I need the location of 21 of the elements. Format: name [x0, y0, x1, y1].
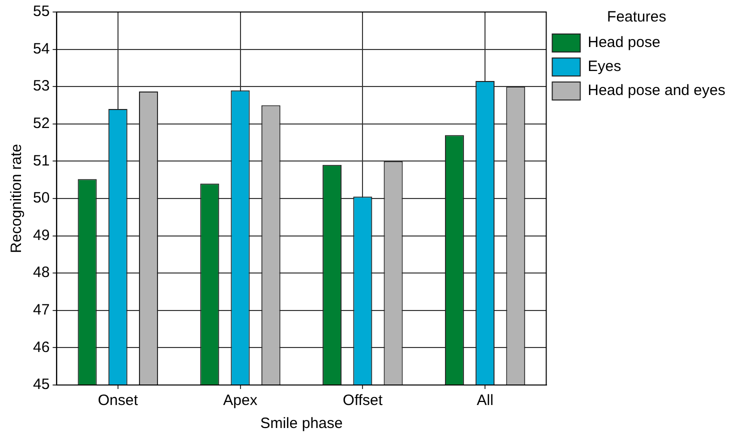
y-tick-label: 49	[32, 226, 50, 244]
x-axis-title: Smile phase	[260, 415, 343, 432]
y-tick-label: 53	[32, 78, 50, 95]
legend-label: Eyes	[588, 58, 622, 76]
y-tick-label: 45	[32, 376, 50, 394]
legend-label: Head pose and eyes	[588, 82, 726, 100]
y-tick-label: 46	[32, 338, 50, 356]
x-tick-label: Onset	[98, 392, 139, 410]
y-tick-label: 50	[32, 190, 50, 207]
y-tick-label: 48	[32, 264, 50, 282]
y-tick-label: 51	[32, 152, 50, 170]
x-tick-label: Offset	[342, 392, 384, 410]
x-tick-label: Apex	[223, 392, 258, 410]
y-tick-label: 52	[32, 115, 50, 132]
x-tick-label: All	[476, 392, 494, 410]
y-tick-label: 47	[32, 302, 50, 319]
legend-title: Features	[607, 8, 666, 26]
legend-label: Head pose	[588, 34, 660, 52]
y-axis-title: Recognition rate	[8, 144, 26, 254]
y-tick-label: 54	[32, 40, 50, 58]
y-tick-label: 55	[32, 3, 50, 20]
